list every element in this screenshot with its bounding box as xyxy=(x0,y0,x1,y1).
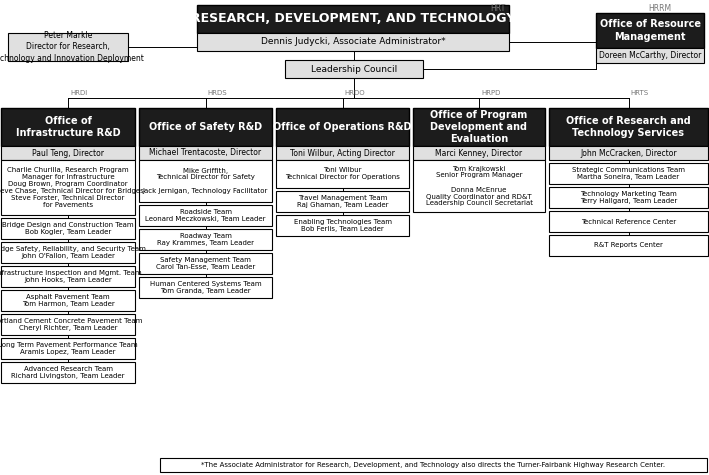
Text: Strategic Communications Team
Martha Soneira, Team Leader: Strategic Communications Team Martha Son… xyxy=(572,167,685,180)
Bar xyxy=(139,205,272,226)
Text: Technology Marketing Team
Terry Hallgard, Team Leader: Technology Marketing Team Terry Hallgard… xyxy=(580,191,677,204)
Text: HRPD: HRPD xyxy=(481,90,501,96)
Bar xyxy=(197,33,509,51)
Bar xyxy=(139,229,272,250)
Text: Human Centered Systems Team
Tom Granda, Team Leader: Human Centered Systems Team Tom Granda, … xyxy=(150,281,262,294)
Bar xyxy=(1,362,135,383)
Bar xyxy=(549,146,708,160)
Text: Peter Markle
Director for Research,
Technology and Innovation Deployment: Peter Markle Director for Research, Tech… xyxy=(0,31,144,63)
Bar xyxy=(549,235,708,256)
Bar xyxy=(1,146,135,160)
Text: Marci Kenney, Director: Marci Kenney, Director xyxy=(435,149,523,158)
Bar xyxy=(139,160,272,202)
Text: Office of Safety R&D: Office of Safety R&D xyxy=(149,122,262,132)
Text: Doreen McCarthy, Director: Doreen McCarthy, Director xyxy=(599,51,701,60)
Text: HRRM: HRRM xyxy=(648,4,671,13)
Text: Toni Wilbur, Acting Director: Toni Wilbur, Acting Director xyxy=(290,149,395,158)
Bar xyxy=(413,108,545,146)
Text: HRDO: HRDO xyxy=(345,90,365,96)
Bar xyxy=(1,338,135,359)
Text: Michael Trentacoste, Director: Michael Trentacoste, Director xyxy=(150,149,262,158)
Bar xyxy=(549,187,708,208)
Bar xyxy=(1,314,135,335)
Text: Office of Research and
Technology Services: Office of Research and Technology Servic… xyxy=(566,116,691,138)
Text: *The Associate Administrator for Research, Development, and Technology also dire: *The Associate Administrator for Researc… xyxy=(201,462,666,468)
Bar xyxy=(139,108,272,146)
Text: HRDI: HRDI xyxy=(70,90,87,96)
Bar xyxy=(276,191,409,212)
Text: Long Term Pavement Performance Team
Aramis Lopez, Team Leader: Long Term Pavement Performance Team Aram… xyxy=(0,342,138,355)
Bar xyxy=(1,266,135,287)
Text: Charlie Churilla, Research Program
Manager for Infrastructure
Doug Brown, Progra: Charlie Churilla, Research Program Manag… xyxy=(0,167,143,208)
Text: Office of Resource
Management: Office of Resource Management xyxy=(600,19,700,42)
Text: Asphalt Pavement Team
Tom Harmon, Team Leader: Asphalt Pavement Team Tom Harmon, Team L… xyxy=(22,294,114,307)
Bar xyxy=(285,60,423,78)
Bar xyxy=(1,218,135,239)
Text: HRDS: HRDS xyxy=(208,90,227,96)
Text: Tom Krajkowski
Senior Program Manager

Donna McEnrue
Quality Coordinator and RD&: Tom Krajkowski Senior Program Manager Do… xyxy=(425,165,532,207)
Text: Roadside Team
Leonard Meczkowski, Team Leader: Roadside Team Leonard Meczkowski, Team L… xyxy=(145,209,266,222)
Bar xyxy=(276,146,409,160)
Bar xyxy=(8,33,128,61)
Bar xyxy=(549,211,708,232)
Text: Portland Cement Concrete Pavement Team
Cheryl Richter, Team Leader: Portland Cement Concrete Pavement Team C… xyxy=(0,318,143,331)
Text: Travel Management Team
Raj Ghaman, Team Leader: Travel Management Team Raj Ghaman, Team … xyxy=(297,195,389,208)
Bar xyxy=(549,163,708,184)
Text: Infrastructure Inspection and Mgmt. Team
John Hooks, Team Leader: Infrastructure Inspection and Mgmt. Team… xyxy=(0,270,141,283)
Bar xyxy=(139,253,272,274)
Bar xyxy=(139,146,272,160)
Text: Office of Program
Development and
Evaluation: Office of Program Development and Evalua… xyxy=(430,110,527,144)
Text: John McCracken, Director: John McCracken, Director xyxy=(580,149,677,158)
Text: Toni Wilbur
Technical Director for Operations: Toni Wilbur Technical Director for Opera… xyxy=(285,168,400,180)
Bar xyxy=(139,277,272,298)
Bar xyxy=(1,160,135,215)
Bar xyxy=(276,215,409,236)
Text: HRTS: HRTS xyxy=(630,90,649,96)
Bar xyxy=(596,48,704,63)
Bar xyxy=(197,5,509,33)
Bar xyxy=(413,146,545,160)
Text: Paul Teng, Director: Paul Teng, Director xyxy=(32,149,104,158)
Text: Leadership Council: Leadership Council xyxy=(311,65,397,74)
Text: Enabling Technologies Team
Bob Ferlis, Team Leader: Enabling Technologies Team Bob Ferlis, T… xyxy=(294,219,391,232)
Bar xyxy=(276,160,409,188)
Text: Bridge Safety, Reliability, and Security Team
John O'Fallon, Team Leader: Bridge Safety, Reliability, and Security… xyxy=(0,246,145,259)
Text: Office of Operations R&D: Office of Operations R&D xyxy=(273,122,412,132)
Bar xyxy=(1,290,135,311)
Bar xyxy=(1,242,135,263)
Text: Mike Griffith,
Technical Director for Safety

Jack Jernigan, Technology Facilita: Mike Griffith, Technical Director for Sa… xyxy=(143,168,268,194)
Text: HRT: HRT xyxy=(490,4,506,13)
Bar xyxy=(1,108,135,146)
Bar xyxy=(549,108,708,146)
Text: R&T Reports Center: R&T Reports Center xyxy=(594,243,663,248)
Bar xyxy=(413,160,545,212)
Bar xyxy=(596,13,704,48)
Text: RESEARCH, DEVELOPMENT, AND TECHNOLOGY: RESEARCH, DEVELOPMENT, AND TECHNOLOGY xyxy=(191,12,515,26)
Bar xyxy=(276,108,409,146)
Text: Advanced Research Team
Richard Livingston, Team Leader: Advanced Research Team Richard Livingsto… xyxy=(11,366,125,379)
Text: Bridge Design and Construction Team
Bob Kogler, Team Leader: Bridge Design and Construction Team Bob … xyxy=(2,222,134,235)
Bar xyxy=(160,458,707,472)
Text: Dennis Judycki, Associate Administrator*: Dennis Judycki, Associate Administrator* xyxy=(261,38,445,47)
Text: Safety Management Team
Carol Tan-Esse, Team Leader: Safety Management Team Carol Tan-Esse, T… xyxy=(156,257,255,270)
Text: Office of
Infrastructure R&D: Office of Infrastructure R&D xyxy=(16,116,121,138)
Text: Roadway Team
Ray Krammes, Team Leader: Roadway Team Ray Krammes, Team Leader xyxy=(157,233,254,246)
Text: Technical Reference Center: Technical Reference Center xyxy=(581,218,676,225)
